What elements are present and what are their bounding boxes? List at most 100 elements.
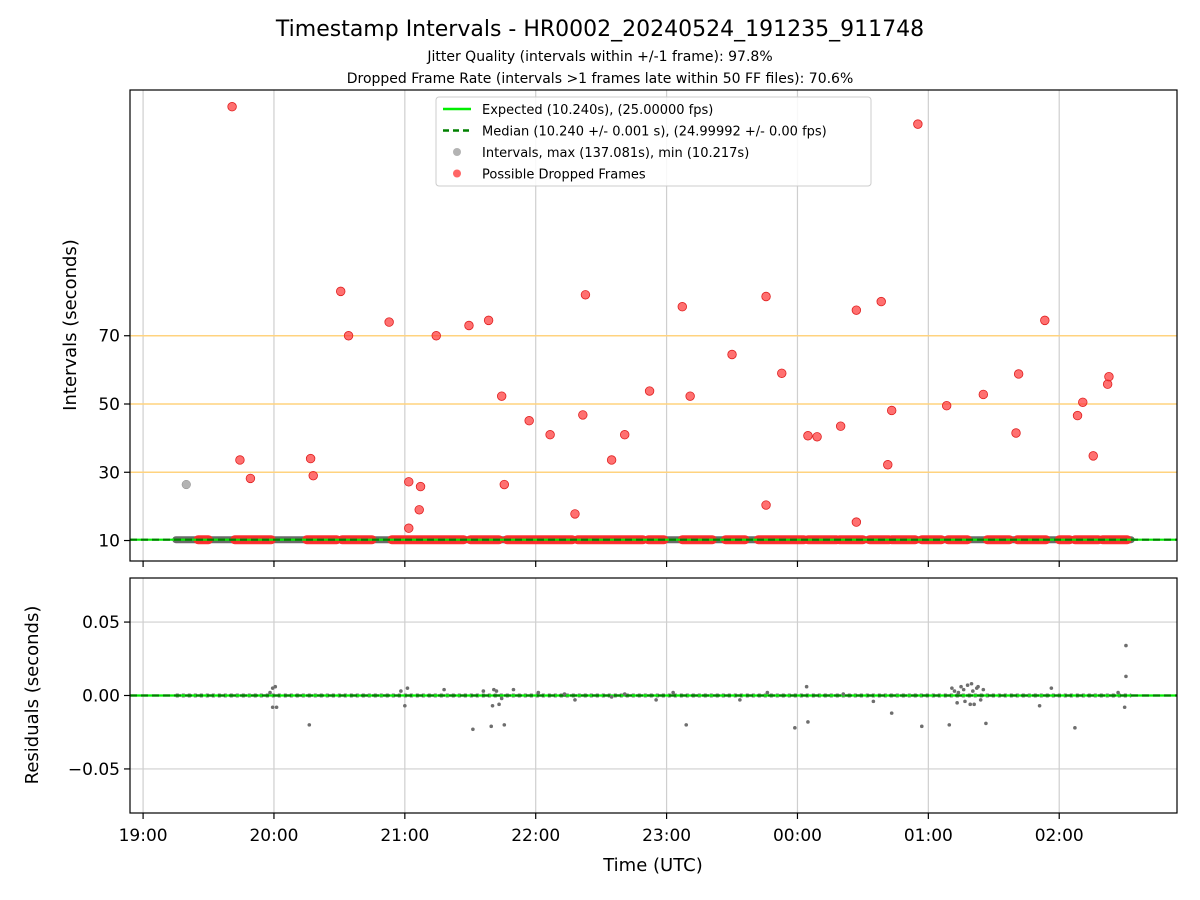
dropped-frame-point (570, 509, 580, 519)
residual-point (955, 701, 959, 705)
dropped-frame-point (464, 320, 474, 331)
top-plot-frame (129, 89, 1178, 562)
residual-point (765, 690, 770, 695)
residual-point (499, 696, 504, 701)
residual-point (622, 692, 627, 696)
dropped-frame-point (580, 290, 591, 300)
residual-point (981, 687, 986, 692)
legend: Expected (10.240s), (25.00000 fps) Median… (435, 96, 872, 187)
x-axis-label: Time (UTC) (602, 855, 703, 876)
dropped-frame-point (343, 331, 354, 341)
residual-point (273, 684, 278, 689)
residual-point (671, 690, 675, 695)
top-y-axis-label: Intervals (seconds) (60, 239, 81, 411)
residual-point (471, 727, 475, 732)
residual-point (972, 702, 976, 707)
dropped-frame-point (1104, 371, 1114, 382)
interval-point (181, 479, 191, 490)
residual-point (1124, 674, 1128, 679)
x-tick-label: 01:00 (904, 826, 953, 846)
dropped-frame-point (578, 410, 588, 420)
residual-point (804, 684, 809, 689)
dropped-frame-point (1040, 315, 1050, 326)
dropped-frame-point (978, 389, 989, 400)
dropped-frame-point (1013, 369, 1024, 379)
residual-point (403, 703, 407, 708)
dropped-frame-point (499, 479, 510, 490)
residual-point (1049, 686, 1054, 690)
dropped-frame-point (305, 453, 316, 464)
dropped-frame-point (644, 386, 655, 396)
dropped-frame-point (227, 102, 237, 112)
dropped-frame-point (336, 286, 346, 297)
residual-point (497, 702, 501, 707)
dropped-frame-point (245, 473, 256, 484)
residual-point (961, 687, 966, 692)
chart-subtitle-jitter: Jitter Quality (intervals within +/-1 fr… (426, 49, 772, 65)
intervals-panel: 10 30 50 70 Expected (10.240s), (25.00000 fp… (98, 89, 1178, 567)
residual-point (270, 705, 275, 710)
y-tick-label: 0.05 (82, 613, 120, 633)
y-tick-label: −0.05 (68, 760, 120, 780)
dropped-frame-point (777, 368, 787, 378)
residual-point (399, 689, 403, 693)
dropped-frame-point (496, 391, 507, 401)
y-tick-label: 50 (98, 395, 120, 415)
dropped-frame-point (876, 296, 886, 307)
dropped-frame-point (883, 460, 893, 470)
residual-point (889, 711, 894, 715)
dropped-frame-point (727, 349, 737, 360)
residual-point (511, 687, 516, 692)
dropped-frame-point (886, 405, 897, 416)
dropped-frame-point (835, 421, 846, 431)
legend-box (435, 96, 872, 187)
residual-point (965, 683, 970, 688)
residual-point (950, 686, 954, 690)
residual-point (481, 689, 486, 693)
x-tick-label: 21:00 (380, 826, 429, 846)
x-tick-label: 02:00 (1035, 826, 1084, 846)
residual-point (536, 690, 541, 695)
chart-title: Timestamp Intervals - HR0002_20240524_19… (275, 17, 924, 42)
dropped-frame-point (620, 430, 630, 440)
residual-point (489, 724, 494, 729)
residual-point (654, 698, 658, 702)
legend-label: Possible Dropped Frames (482, 168, 646, 183)
y-tick-label: 10 (98, 532, 120, 552)
dropped-frame-point (677, 302, 687, 312)
dropped-frame-point (761, 291, 771, 302)
residual-point (841, 692, 846, 696)
residual-point (919, 724, 924, 729)
x-tick-label: 22:00 (511, 826, 560, 846)
residual-point (502, 723, 507, 727)
x-tick-label: 20:00 (249, 826, 298, 846)
residual-point (971, 689, 975, 693)
dropped-frame-point (483, 315, 494, 326)
residual-point (307, 723, 312, 727)
dropped-frame-point (685, 391, 695, 401)
legend-swatch-marker (453, 169, 461, 178)
legend-label: Expected (10.240s), (25.00000 fps) (482, 103, 713, 118)
residual-point (1122, 705, 1127, 710)
x-tick-label: 19:00 (119, 826, 168, 846)
dropped-frame-point (308, 470, 318, 481)
residual-point (793, 726, 797, 730)
residual-point (1124, 643, 1128, 648)
x-tick-label: 00:00 (773, 826, 822, 846)
dropped-frame-point (851, 517, 862, 527)
residual-point (492, 687, 496, 692)
residual-point (268, 690, 272, 695)
residual-point (490, 703, 495, 708)
dropped-frame-point (384, 317, 394, 327)
residual-point (976, 684, 980, 689)
residual-point (952, 689, 957, 693)
dropped-frame-point (913, 119, 923, 129)
dropped-frame-point (851, 305, 862, 315)
x-tick-label: 23:00 (642, 826, 691, 846)
dropped-frame-point (1072, 410, 1083, 421)
residual-point (978, 698, 983, 702)
y-tick-label: 70 (98, 327, 120, 347)
residual-point (405, 686, 410, 690)
dropped-frame-point (1011, 428, 1021, 438)
residual-point (969, 681, 974, 686)
